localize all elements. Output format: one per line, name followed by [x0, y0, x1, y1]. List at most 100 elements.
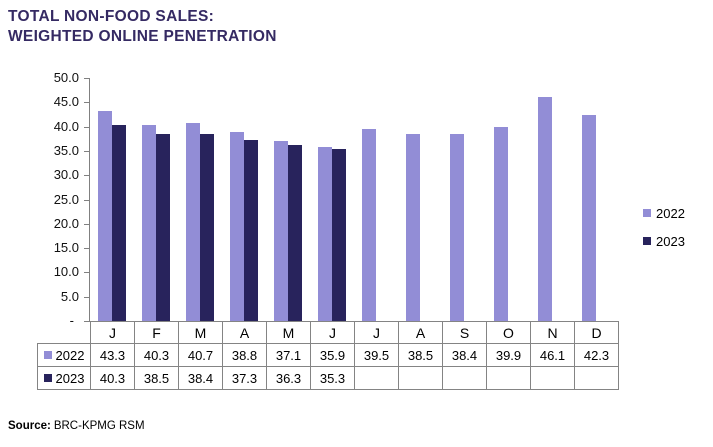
y-axis-tick-mark	[84, 175, 90, 177]
table-row-label-content: 2023	[39, 370, 90, 386]
bar-2022-m5	[274, 141, 288, 321]
table-month-header: O	[486, 321, 531, 344]
bar-2023-m3	[200, 134, 214, 321]
table-value-cell: 38.5	[398, 343, 443, 367]
series-name: 2022	[55, 347, 85, 363]
table-value-cell: 42.3	[574, 343, 619, 367]
table-value-cell: 38.8	[222, 343, 267, 367]
source-label: Source:	[8, 420, 51, 432]
legend: 2022 2023	[643, 205, 685, 261]
table-month-header: N	[530, 321, 575, 344]
legend-swatch	[643, 209, 651, 217]
bar-2023-j6	[332, 149, 346, 321]
table-value-cell: 39.9	[486, 343, 531, 367]
source-text: BRC-KPMG RSM	[53, 420, 145, 432]
source-note: Source: BRC-KPMG RSM	[8, 419, 145, 433]
table-value-cell	[354, 366, 399, 390]
y-axis-tick-mark	[84, 126, 90, 128]
y-axis-tick-label: 10.0	[53, 264, 79, 280]
y-axis-tick-label: 45.0	[53, 94, 79, 110]
bar-2022-j6	[318, 147, 332, 321]
table-value-cell: 39.5	[354, 343, 399, 367]
chart-title-line2: WEIGHTED ONLINE PENETRATION	[8, 28, 277, 45]
table-value-cell: 38.4	[442, 343, 487, 367]
bar-2023-f2	[156, 134, 170, 321]
table-value-cell: 40.3	[90, 366, 135, 390]
y-axis-tick-label: 30.0	[53, 167, 79, 183]
table-value-cell: 40.7	[178, 343, 223, 367]
series-key-swatch	[43, 351, 52, 359]
y-axis-tick-mark	[84, 78, 90, 79]
y-axis-tick-label: 40.0	[53, 118, 79, 134]
bar-2022-m3	[186, 123, 200, 321]
y-axis-tick-mark	[84, 150, 90, 152]
legend-item-2023: 2023	[643, 233, 685, 249]
table-value-cell	[398, 366, 443, 390]
bar-2022-n11	[538, 97, 552, 321]
table-value-cell	[442, 366, 487, 390]
bar-2022-a4	[230, 132, 244, 321]
bar-2023-a4	[244, 140, 258, 321]
series-name: 2023	[55, 370, 85, 386]
table-value-cell: 38.5	[134, 366, 179, 390]
table-month-header: F	[134, 321, 179, 344]
legend-swatch	[643, 237, 651, 245]
table-corner-cell	[38, 322, 91, 344]
table-value-cell: 35.9	[310, 343, 355, 367]
table-month-header: M	[178, 321, 223, 344]
y-axis-tick-mark	[84, 223, 90, 225]
y-axis-tick-label: 5.0	[60, 288, 79, 304]
y-axis-tick-label: 15.0	[53, 240, 79, 256]
table-month-header: A	[398, 321, 443, 344]
bar-2023-j1	[112, 125, 126, 321]
bar-2022-j1	[98, 111, 112, 321]
table-month-header: J	[310, 321, 355, 344]
bar-2023-m5	[288, 145, 302, 321]
chart-title-line1: TOTAL NON-FOOD SALES:	[8, 8, 215, 25]
bar-2022-a8	[406, 134, 420, 321]
y-axis-tick-mark	[84, 321, 90, 322]
table-month-header: J	[90, 321, 135, 344]
legend-item-2022: 2022	[643, 205, 685, 221]
table-row-label: 2023	[37, 366, 91, 390]
table-month-header: S	[442, 321, 487, 344]
table-value-cell: 38.4	[178, 366, 223, 390]
bar-2022-d12	[582, 115, 596, 321]
table-value-cell: 37.3	[222, 366, 267, 390]
table-value-cell	[530, 366, 575, 390]
chart-title: TOTAL NON-FOOD SALES: WEIGHTED ONLINE PE…	[8, 7, 277, 47]
table-value-cell	[486, 366, 531, 390]
series-key-swatch	[43, 374, 52, 382]
table-value-cell: 40.3	[134, 343, 179, 367]
bar-2022-o10	[494, 127, 508, 321]
bar-2022-f2	[142, 125, 156, 321]
y-axis-tick-mark	[84, 248, 90, 250]
y-axis-tick-mark	[84, 296, 90, 298]
table-row-label-content: 2022	[39, 347, 90, 363]
table-series-row: 2022 43.3 40.3 40.7 38.8 37.1 35.9 39.5 38.5 38.4…	[37, 343, 619, 367]
table-month-header: J	[354, 321, 399, 344]
y-axis-tick-label: 20.0	[53, 215, 79, 231]
y-axis-tick-label: 50.0	[53, 70, 79, 85]
y-axis-line	[89, 78, 90, 321]
y-axis-tick-label: -	[69, 313, 74, 328]
table-value-cell: 46.1	[530, 343, 575, 367]
y-axis-tick-mark	[84, 272, 90, 274]
table-month-header: M	[266, 321, 311, 344]
bar-2022-j7	[362, 129, 376, 321]
table-value-cell: 43.3	[90, 343, 135, 367]
legend-label: 2023	[656, 233, 685, 249]
table-value-cell: 36.3	[266, 366, 311, 390]
y-axis-tick-label: 25.0	[53, 191, 79, 207]
y-axis-tick-mark	[84, 199, 90, 201]
legend-label: 2022	[656, 205, 685, 221]
table-value-cell	[574, 366, 619, 390]
table-value-cell: 37.1	[266, 343, 311, 367]
y-axis-tick-label: 35.0	[53, 142, 79, 158]
table-value-cell: 35.3	[310, 366, 355, 390]
table-series-row: 2023 40.3 38.5 38.4 37.3 36.3 35.3	[37, 366, 619, 390]
data-table: J F M A M J J A S O N D 2022 43.3 40.3 40.7 38.8 37.1 35.9…	[37, 321, 619, 390]
y-axis-tick-mark	[84, 102, 90, 104]
